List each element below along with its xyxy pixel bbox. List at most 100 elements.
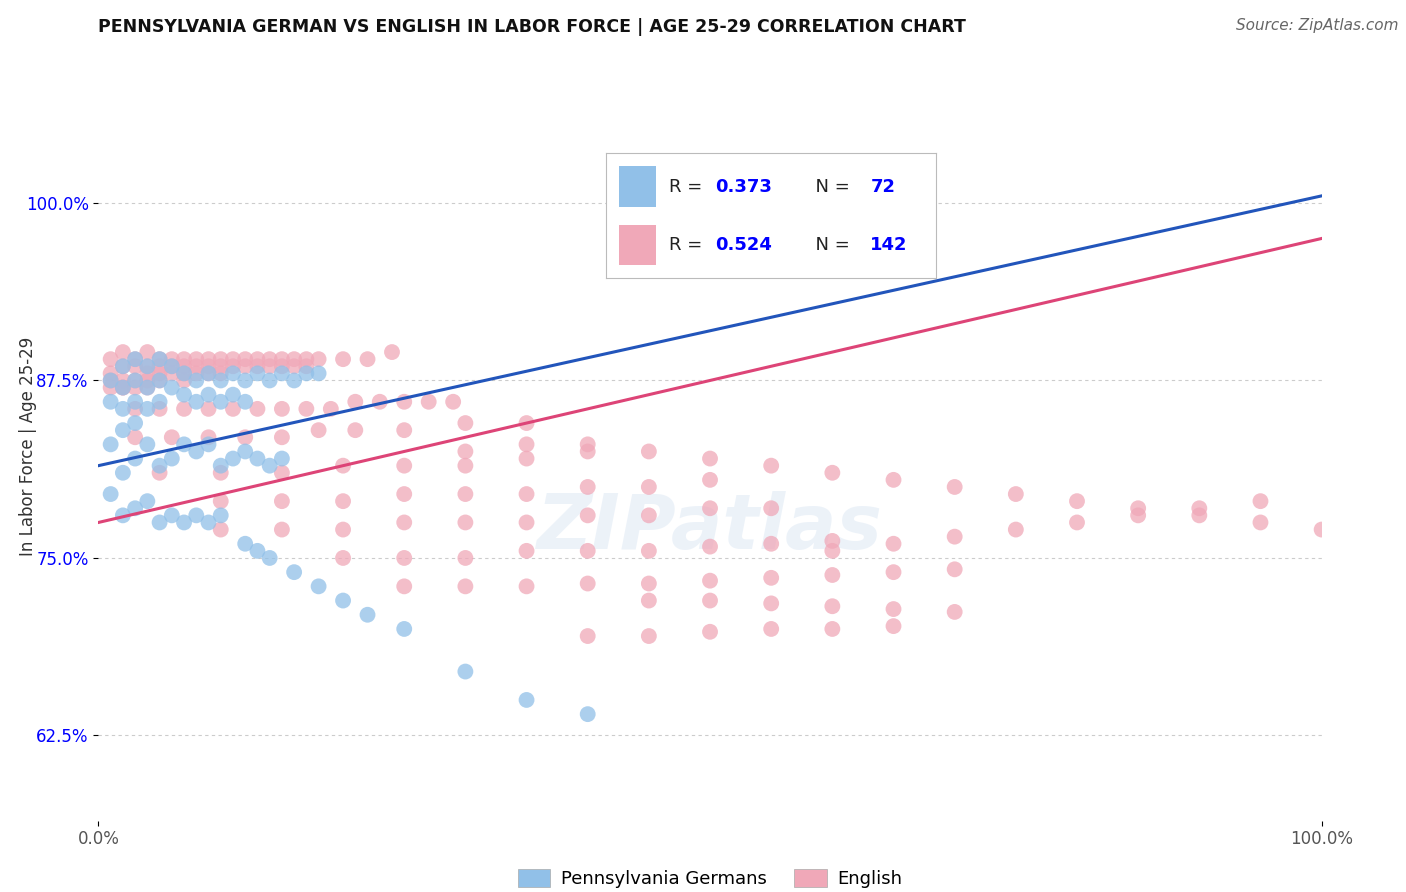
Point: [111, 359, 134, 374]
Point: [136, 380, 159, 394]
Point: [100, 380, 122, 394]
Point: [259, 359, 281, 374]
Point: [308, 579, 330, 593]
Point: [124, 401, 146, 416]
Point: [761, 458, 783, 473]
Point: [209, 508, 232, 523]
Point: [392, 423, 416, 437]
Point: [136, 367, 159, 381]
Point: [356, 607, 378, 622]
Point: [149, 374, 172, 388]
Point: [283, 359, 305, 374]
Point: [392, 487, 416, 501]
Point: [295, 401, 318, 416]
Point: [1249, 516, 1271, 530]
Point: [246, 401, 269, 416]
Point: [197, 352, 219, 367]
Point: [821, 622, 844, 636]
Text: Source: ZipAtlas.com: Source: ZipAtlas.com: [1236, 18, 1399, 33]
Point: [209, 394, 232, 409]
Point: [160, 430, 183, 444]
Point: [454, 516, 477, 530]
Point: [1066, 494, 1088, 508]
Point: [699, 451, 721, 466]
Point: [283, 374, 305, 388]
Point: [454, 579, 477, 593]
Point: [124, 352, 146, 367]
Point: [883, 473, 905, 487]
Point: [186, 359, 208, 374]
Point: [124, 430, 146, 444]
Point: [149, 458, 172, 473]
Point: [222, 352, 245, 367]
Point: [344, 394, 367, 409]
Point: [638, 593, 661, 607]
Point: [233, 537, 256, 551]
Point: [381, 345, 404, 359]
Point: [111, 345, 134, 359]
Point: [1004, 523, 1026, 537]
Point: [392, 551, 416, 566]
Point: [576, 480, 599, 494]
Point: [197, 430, 219, 444]
Point: [233, 359, 256, 374]
Point: [111, 466, 134, 480]
Point: [111, 380, 134, 394]
Point: [222, 387, 245, 401]
Point: [111, 401, 134, 416]
Point: [344, 423, 367, 437]
Point: [222, 359, 245, 374]
Point: [186, 394, 208, 409]
Text: ZIPatlas: ZIPatlas: [537, 491, 883, 566]
Point: [124, 501, 146, 516]
Point: [259, 551, 281, 566]
Point: [124, 451, 146, 466]
Point: [100, 487, 122, 501]
Point: [638, 629, 661, 643]
Point: [454, 487, 477, 501]
Point: [638, 544, 661, 558]
Point: [173, 516, 195, 530]
Point: [149, 516, 172, 530]
Point: [392, 394, 416, 409]
Point: [270, 359, 294, 374]
Point: [259, 458, 281, 473]
Point: [392, 458, 416, 473]
Point: [821, 568, 844, 582]
Point: [136, 359, 159, 374]
Point: [149, 401, 172, 416]
Point: [308, 352, 330, 367]
Point: [136, 380, 159, 394]
Point: [454, 416, 477, 430]
Point: [392, 579, 416, 593]
Point: [149, 367, 172, 381]
Point: [441, 394, 464, 409]
Point: [576, 576, 599, 591]
Point: [761, 622, 783, 636]
Point: [283, 352, 305, 367]
Point: [368, 394, 391, 409]
Point: [124, 374, 146, 388]
Point: [149, 394, 172, 409]
Point: [332, 593, 354, 607]
Point: [1004, 487, 1026, 501]
Point: [136, 494, 159, 508]
Text: In Labor Force | Age 25-29: In Labor Force | Age 25-29: [20, 336, 37, 556]
Point: [576, 544, 599, 558]
Point: [638, 480, 661, 494]
Point: [270, 367, 294, 381]
Point: [111, 359, 134, 374]
Point: [515, 451, 537, 466]
Point: [883, 602, 905, 616]
Point: [100, 374, 122, 388]
Point: [1066, 516, 1088, 530]
Point: [124, 352, 146, 367]
Point: [124, 416, 146, 430]
Point: [332, 458, 354, 473]
Point: [576, 444, 599, 458]
Point: [515, 416, 537, 430]
Point: [270, 451, 294, 466]
Point: [160, 451, 183, 466]
Point: [173, 359, 195, 374]
Point: [186, 367, 208, 381]
